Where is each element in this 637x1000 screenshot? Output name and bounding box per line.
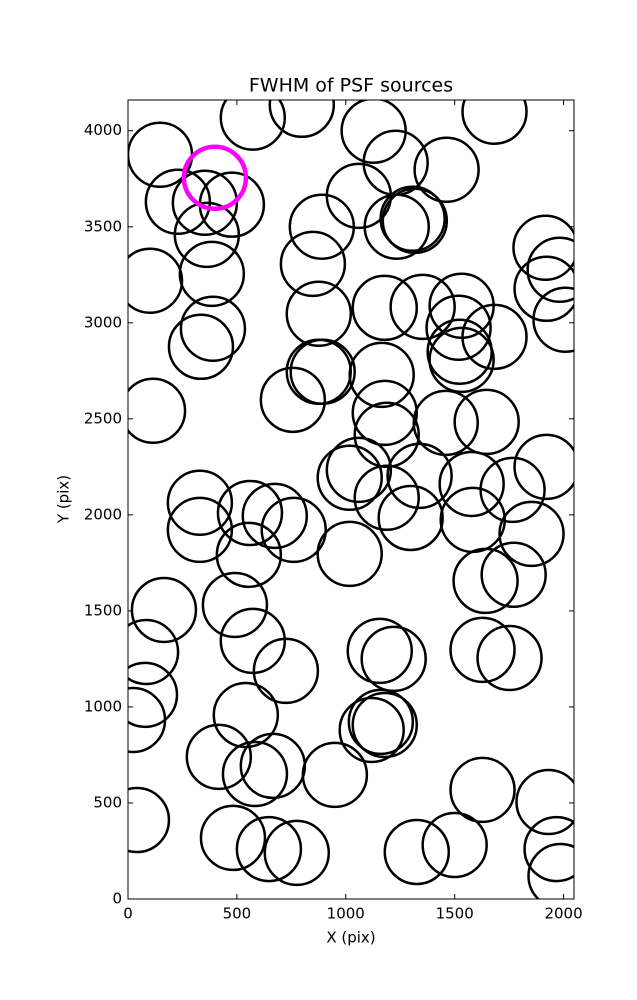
source-circle [216, 479, 284, 547]
source-circle [260, 496, 327, 564]
source-circle [412, 389, 479, 457]
source-circle [128, 618, 180, 686]
source-circle [128, 661, 179, 729]
source-circle [461, 303, 528, 371]
source-circle [325, 436, 393, 504]
source-circle [181, 144, 249, 212]
source-circle [199, 804, 267, 872]
source-circle [167, 313, 235, 381]
source-circle [351, 274, 419, 342]
source-circle [252, 637, 320, 705]
source-circle [452, 547, 519, 615]
source-circle [316, 520, 383, 588]
chart-title: FWHM of PSF sources [249, 75, 453, 97]
source-circle [461, 100, 528, 145]
source-circle [285, 280, 353, 348]
source-circle [480, 541, 547, 609]
source-circle [178, 240, 246, 308]
source-circle [389, 273, 456, 341]
y-tick-label: 2000 [84, 505, 122, 523]
y-tick-label: 3000 [84, 313, 122, 331]
source-circle [476, 624, 543, 692]
source-circle [215, 521, 283, 589]
source-circle [171, 169, 239, 237]
source-circle [316, 444, 383, 512]
source-circle [179, 295, 247, 363]
y-tick-label: 3500 [84, 217, 122, 235]
source-circle [449, 756, 516, 824]
source-circle [351, 379, 419, 447]
source-circle [347, 688, 415, 756]
source-circle [201, 571, 269, 639]
source-circle [268, 100, 336, 139]
source-circle [381, 187, 449, 255]
source-circle [532, 286, 574, 353]
source-circle [379, 185, 446, 252]
y-tick-label: 0 [112, 890, 122, 908]
source-circle [438, 450, 505, 518]
source-circle [166, 469, 234, 537]
source-circle [515, 768, 574, 836]
source-circle [221, 740, 289, 808]
source-circle [351, 691, 419, 759]
source-circle [219, 100, 287, 151]
source-circle [340, 100, 407, 164]
source-circle [421, 811, 488, 879]
x-tick-label: 0 [123, 905, 133, 923]
source-circle [383, 818, 451, 886]
source-circle [185, 723, 253, 791]
source-circle [377, 484, 444, 552]
source-circle [259, 366, 327, 434]
source-circle [173, 201, 241, 269]
source-circle [513, 255, 574, 323]
source-circle [513, 433, 574, 501]
source-circle [453, 388, 520, 456]
source-circle [235, 815, 303, 883]
x-tick-label: 2000 [544, 905, 582, 923]
source-circle [360, 625, 427, 693]
source-circle [386, 442, 453, 510]
x-tick-label: 500 [223, 905, 252, 923]
source-circle [128, 686, 167, 754]
source-circle [512, 214, 574, 281]
y-tick-label: 2500 [84, 409, 122, 427]
source-circle [527, 842, 574, 899]
source-circle [348, 341, 415, 409]
source-circle [498, 500, 565, 568]
source-circle [338, 696, 405, 764]
source-circle [128, 786, 171, 854]
y-axis-label: Y (pix) [55, 475, 73, 524]
source-circle [426, 318, 493, 386]
source-circle [526, 236, 574, 304]
source-circle [523, 815, 574, 883]
x-axis-label: X (pix) [326, 929, 375, 947]
x-tick-label: 1500 [436, 905, 474, 923]
plot-area [128, 100, 574, 899]
x-tick-label: 1000 [327, 905, 365, 923]
source-circle [128, 377, 187, 445]
source-circle [301, 741, 369, 809]
source-circle [353, 464, 420, 532]
source-circle [449, 616, 516, 684]
source-circle [346, 617, 413, 685]
source-circle [413, 136, 480, 203]
source-circle [130, 576, 198, 644]
y-tick-label: 4000 [84, 121, 122, 139]
source-circle [166, 496, 234, 564]
axes-frame [127, 99, 575, 900]
source-circle [241, 482, 309, 550]
source-circle [425, 294, 492, 362]
source-circle [279, 230, 347, 298]
source-circle [128, 247, 184, 314]
y-tick-label: 1500 [84, 601, 122, 619]
source-circle [263, 819, 331, 887]
y-tick-label: 1000 [84, 697, 122, 715]
y-tick-label: 500 [93, 793, 122, 811]
source-circle [479, 456, 546, 524]
